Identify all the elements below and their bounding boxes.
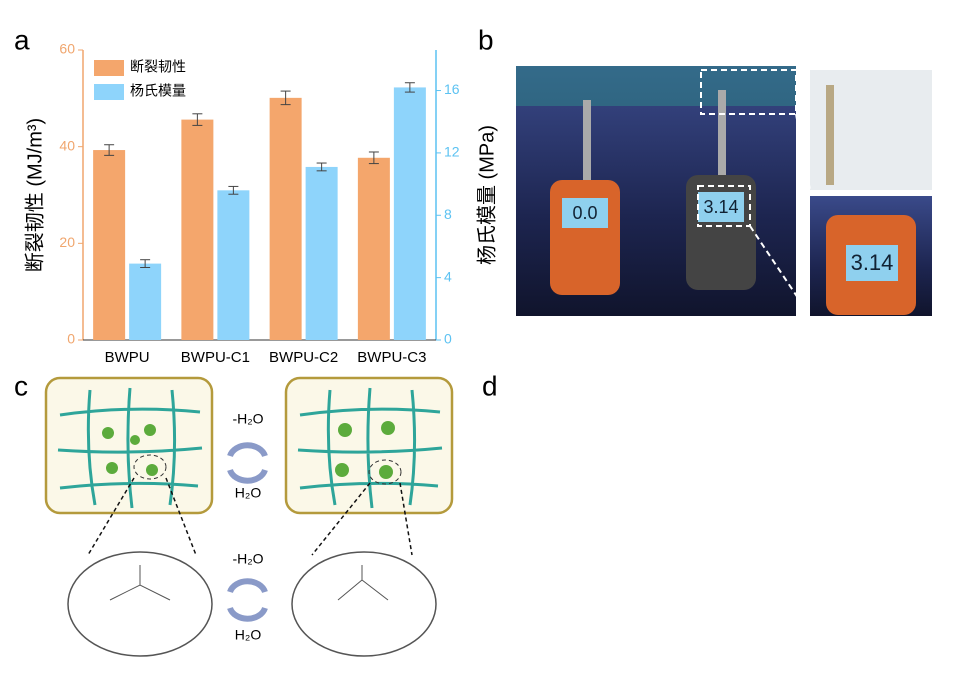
zoom-line xyxy=(749,225,811,317)
y2-tick-label: 0 xyxy=(444,331,452,347)
rod xyxy=(718,90,726,180)
reading: 0.0 xyxy=(572,203,597,223)
legend-swatch xyxy=(94,60,124,76)
y-tick-label: 60 xyxy=(59,41,75,57)
rod xyxy=(583,100,591,180)
error-bar xyxy=(316,162,327,172)
display xyxy=(698,192,744,222)
y2-tick-label: 4 xyxy=(444,268,452,284)
y-tick-label: 0 xyxy=(67,331,75,347)
reaction-label: -H₂O xyxy=(232,551,263,567)
bar xyxy=(305,166,338,340)
x-tick-label: BWPU-C3 xyxy=(357,349,426,366)
bar xyxy=(217,190,250,340)
reading: 3.14 xyxy=(703,197,738,217)
error-bar xyxy=(228,185,239,195)
bar xyxy=(357,157,390,340)
zoom-box xyxy=(697,185,751,227)
y-tick-label: 40 xyxy=(59,137,75,153)
bar xyxy=(181,119,214,340)
zoom-line xyxy=(795,113,811,191)
y2-tick-label: 12 xyxy=(444,144,460,160)
display xyxy=(846,245,898,281)
error-bar xyxy=(104,144,115,156)
display xyxy=(562,198,608,228)
panel-label: c xyxy=(14,370,28,401)
panel-label: b xyxy=(478,24,494,55)
legend-label: 杨氏模量 xyxy=(130,83,186,99)
bar xyxy=(129,263,162,340)
reaction-label: H₂O xyxy=(235,485,262,501)
diagram xyxy=(44,376,454,657)
legend-swatch xyxy=(94,84,124,100)
y2-tick-label: 8 xyxy=(444,206,452,222)
photos: 0.0 3.14 3.14 xyxy=(516,66,932,317)
bar xyxy=(93,150,126,340)
zoom-box xyxy=(700,69,797,115)
y2-axis-label: 杨氏模量 (MPa) xyxy=(475,125,498,265)
error-bar xyxy=(192,113,203,126)
y-axis-label: 断裂韧性 (MJ/m³) xyxy=(23,118,46,272)
error-bar xyxy=(140,259,151,268)
gloves xyxy=(516,66,796,106)
x-tick-label: BWPU-C1 xyxy=(181,349,250,366)
y2-tick-label: 16 xyxy=(444,81,460,97)
x-tick-label: BWPU-C2 xyxy=(269,349,338,366)
reading: 3.14 xyxy=(851,250,894,275)
panel-label: d xyxy=(482,370,498,401)
error-bar xyxy=(404,82,415,93)
y-tick-label: 20 xyxy=(59,234,75,250)
bar xyxy=(269,97,302,340)
panel-label: a xyxy=(14,24,30,55)
error-bar xyxy=(280,90,291,106)
bar xyxy=(393,87,426,340)
legend-label: 断裂韧性 xyxy=(130,59,186,75)
chart: 0 20 40 60 0 4 8 12 16 断裂韧性 (MJ/m³) 杨氏模量 (MPa) 断裂韧性… xyxy=(23,41,498,366)
reaction-label: H₂O xyxy=(235,627,262,643)
reaction-label: -H₂O xyxy=(232,411,263,427)
rod xyxy=(826,85,834,185)
x-tick-label: BWPU xyxy=(105,349,150,366)
gauge xyxy=(550,180,620,295)
error-bar xyxy=(368,151,379,165)
